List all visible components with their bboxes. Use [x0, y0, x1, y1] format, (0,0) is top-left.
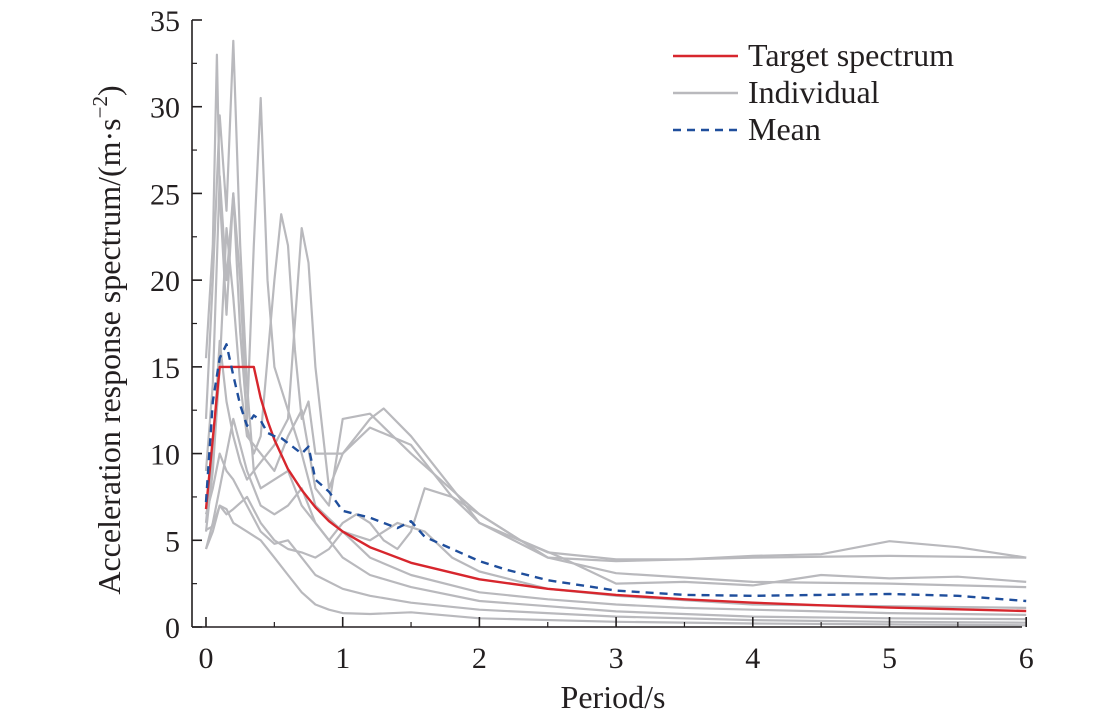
x-tick-label-1: 1: [335, 642, 350, 675]
y-axis-title: Acceleration response spectrum/(m·s−2): [88, 85, 127, 594]
legend-label-target-spectrum: Target spectrum: [748, 37, 954, 73]
individual-line-1: [204, 227, 1027, 563]
x-tick-label-6: 6: [1019, 642, 1034, 675]
individual-line-6: [204, 417, 1027, 587]
x-tick-label-3: 3: [609, 642, 624, 675]
y-tick-label-5: 5: [165, 525, 180, 558]
individual-line-8: [204, 452, 1027, 624]
x-tick-label-5: 5: [882, 642, 897, 675]
individual-line-4: [204, 175, 1027, 589]
individual-line-7: [205, 495, 1027, 609]
y-axis-title-main: Acceleration response spectrum/(m·s: [91, 118, 127, 594]
x-axis-title: Period/s: [561, 679, 666, 715]
y-axis-title-exponent: −2: [88, 96, 112, 118]
y-tick-label-20: 20: [150, 265, 180, 298]
y-tick-label-25: 25: [150, 178, 180, 211]
y-tick-label-35: 35: [150, 5, 180, 38]
legend-label-mean: Mean: [748, 111, 821, 147]
y-tick-label-0: 0: [165, 612, 180, 645]
individual-line-9: [204, 504, 1027, 627]
individual-line-2: [204, 53, 1027, 616]
axes-layer: 0 1 2 3 4 5 6 0 5 10 15 20 25 30 35: [150, 5, 1034, 675]
y-tick-label-10: 10: [150, 439, 180, 472]
y-tick-label-15: 15: [150, 352, 180, 385]
legend-label-individual: Individual: [748, 74, 880, 110]
individual-line-3: [204, 39, 1027, 621]
series-layer: [204, 39, 1027, 627]
x-tick-label-0: 0: [199, 642, 214, 675]
y-axis-title-close: ): [91, 85, 127, 96]
target-spectrum-line: [204, 365, 1027, 613]
x-tick-label-4: 4: [745, 642, 760, 675]
individual-line-5: [204, 227, 1027, 561]
mean-line: [204, 343, 1027, 603]
x-tick-label-2: 2: [472, 642, 487, 675]
y-tick-label-30: 30: [150, 92, 180, 125]
